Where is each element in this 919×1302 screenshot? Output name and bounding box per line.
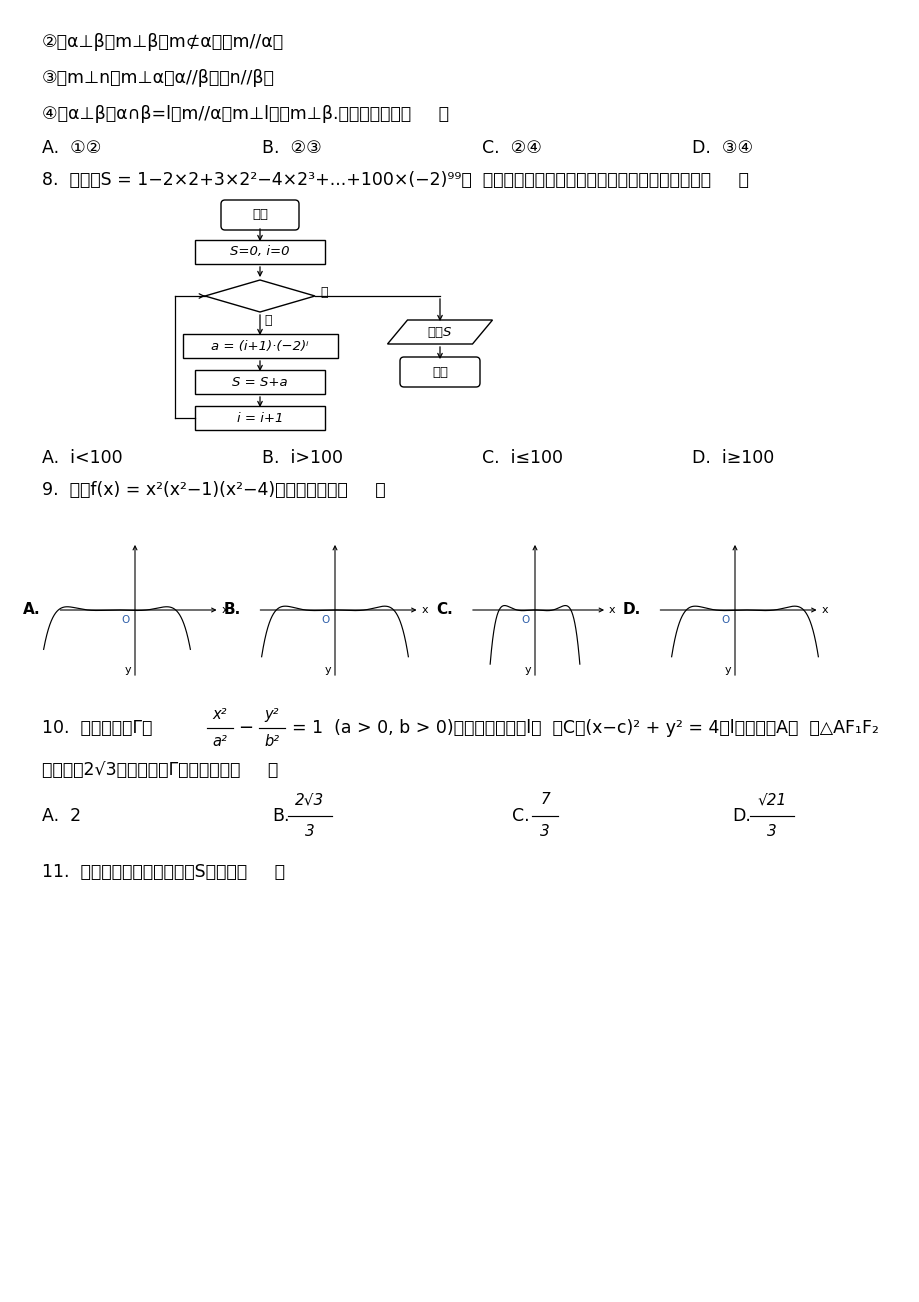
Text: y: y — [723, 665, 731, 674]
Text: C.: C. — [436, 603, 452, 617]
Text: 8.  为计算S = 1−2×2+3×2²−4×2³+...+100×(−2)⁹⁹，  设计了如图所示的程序框图，则空白框中应填入（     ）: 8. 为计算S = 1−2×2+3×2²−4×2³+...+100×(−2)⁹⁹… — [42, 171, 748, 189]
Text: D.  i≥100: D. i≥100 — [691, 449, 774, 467]
Text: O: O — [720, 615, 729, 625]
Text: A.  ①②: A. ①② — [42, 139, 101, 158]
Text: 2√3: 2√3 — [295, 793, 324, 807]
Text: D.: D. — [621, 603, 640, 617]
Text: 结束: 结束 — [432, 366, 448, 379]
Text: S=0, i=0: S=0, i=0 — [230, 246, 289, 259]
Text: 11.  运行如图程序，则输出的S的值为（     ）: 11. 运行如图程序，则输出的S的值为（ ） — [42, 863, 285, 881]
Text: B.: B. — [223, 603, 240, 617]
Text: 输出S: 输出S — [427, 326, 452, 339]
Text: O: O — [321, 615, 329, 625]
Text: y: y — [124, 665, 130, 674]
Text: 开始: 开始 — [252, 208, 267, 221]
FancyBboxPatch shape — [400, 357, 480, 387]
Text: C.  i≤100: C. i≤100 — [482, 449, 562, 467]
Polygon shape — [205, 280, 314, 312]
Text: ②若α⊥β，m⊥β，m⊄α，则m//α；: ②若α⊥β，m⊥β，m⊄α，则m//α； — [42, 33, 284, 51]
Text: C.  ②④: C. ②④ — [482, 139, 541, 158]
Text: 3: 3 — [539, 824, 550, 840]
Bar — [195, 370, 324, 395]
Text: x: x — [421, 605, 427, 615]
Text: 3: 3 — [305, 824, 314, 840]
Text: D.  ③④: D. ③④ — [691, 139, 753, 158]
Text: O: O — [120, 615, 129, 625]
Text: ④若α⊥β，α∩β=l，m//α，m⊥l，则m⊥β.其中正确的是（     ）: ④若α⊥β，α∩β=l，m//α，m⊥l，则m⊥β.其中正确的是（ ） — [42, 105, 448, 122]
Text: 3: 3 — [766, 824, 776, 840]
Text: x²: x² — [212, 707, 227, 721]
Text: i = i+1: i = i+1 — [236, 411, 283, 424]
Text: A.: A. — [23, 603, 40, 617]
Bar — [195, 406, 324, 430]
Text: 9.  函数f(x) = x²(x²−1)(x²−4)的图象可能是（     ）: 9. 函数f(x) = x²(x²−1)(x²−4)的图象可能是（ ） — [42, 480, 385, 499]
Text: 否: 否 — [320, 286, 327, 299]
Text: B.  i>100: B. i>100 — [262, 449, 343, 467]
Text: x: x — [821, 605, 827, 615]
Text: O: O — [520, 615, 528, 625]
Text: B.  ②③: B. ②③ — [262, 139, 322, 158]
Text: a = (i+1)·(−2)ⁱ: a = (i+1)·(−2)ⁱ — [211, 340, 309, 353]
Text: A.  2: A. 2 — [42, 807, 81, 825]
Text: C.: C. — [512, 807, 529, 825]
Text: b²: b² — [264, 734, 279, 750]
Text: −: − — [238, 719, 253, 737]
Text: 是: 是 — [264, 314, 271, 327]
Text: B.: B. — [272, 807, 289, 825]
Text: √21: √21 — [756, 793, 786, 807]
Text: = 1  (a > 0, b > 0)的一条渐近线为l，  圆C：(x−c)² + y² = 4与l相切于点A，  若△AF₁F₂: = 1 (a > 0, b > 0)的一条渐近线为l， 圆C：(x−c)² + … — [291, 719, 878, 737]
Text: x: x — [608, 605, 615, 615]
Text: y²: y² — [265, 707, 279, 721]
Text: 10.  已知双曲线Γ：: 10. 已知双曲线Γ： — [42, 719, 153, 737]
Text: 的面积为2√3，则双曲线Γ的离心率为（     ）: 的面积为2√3，则双曲线Γ的离心率为（ ） — [42, 760, 278, 779]
Text: 7: 7 — [539, 793, 550, 807]
FancyBboxPatch shape — [221, 201, 299, 230]
Text: A.  i<100: A. i<100 — [42, 449, 122, 467]
Text: a²: a² — [212, 734, 227, 750]
Polygon shape — [387, 320, 492, 344]
Text: y: y — [324, 665, 331, 674]
Bar — [195, 240, 324, 264]
Text: D.: D. — [732, 807, 750, 825]
Text: S = S+a: S = S+a — [232, 375, 288, 388]
Text: x: x — [221, 605, 228, 615]
Text: ③若m⊥n，m⊥α，α//β，则n//β；: ③若m⊥n，m⊥α，α//β，则n//β； — [42, 69, 275, 87]
Bar — [182, 335, 337, 358]
Text: y: y — [524, 665, 530, 674]
